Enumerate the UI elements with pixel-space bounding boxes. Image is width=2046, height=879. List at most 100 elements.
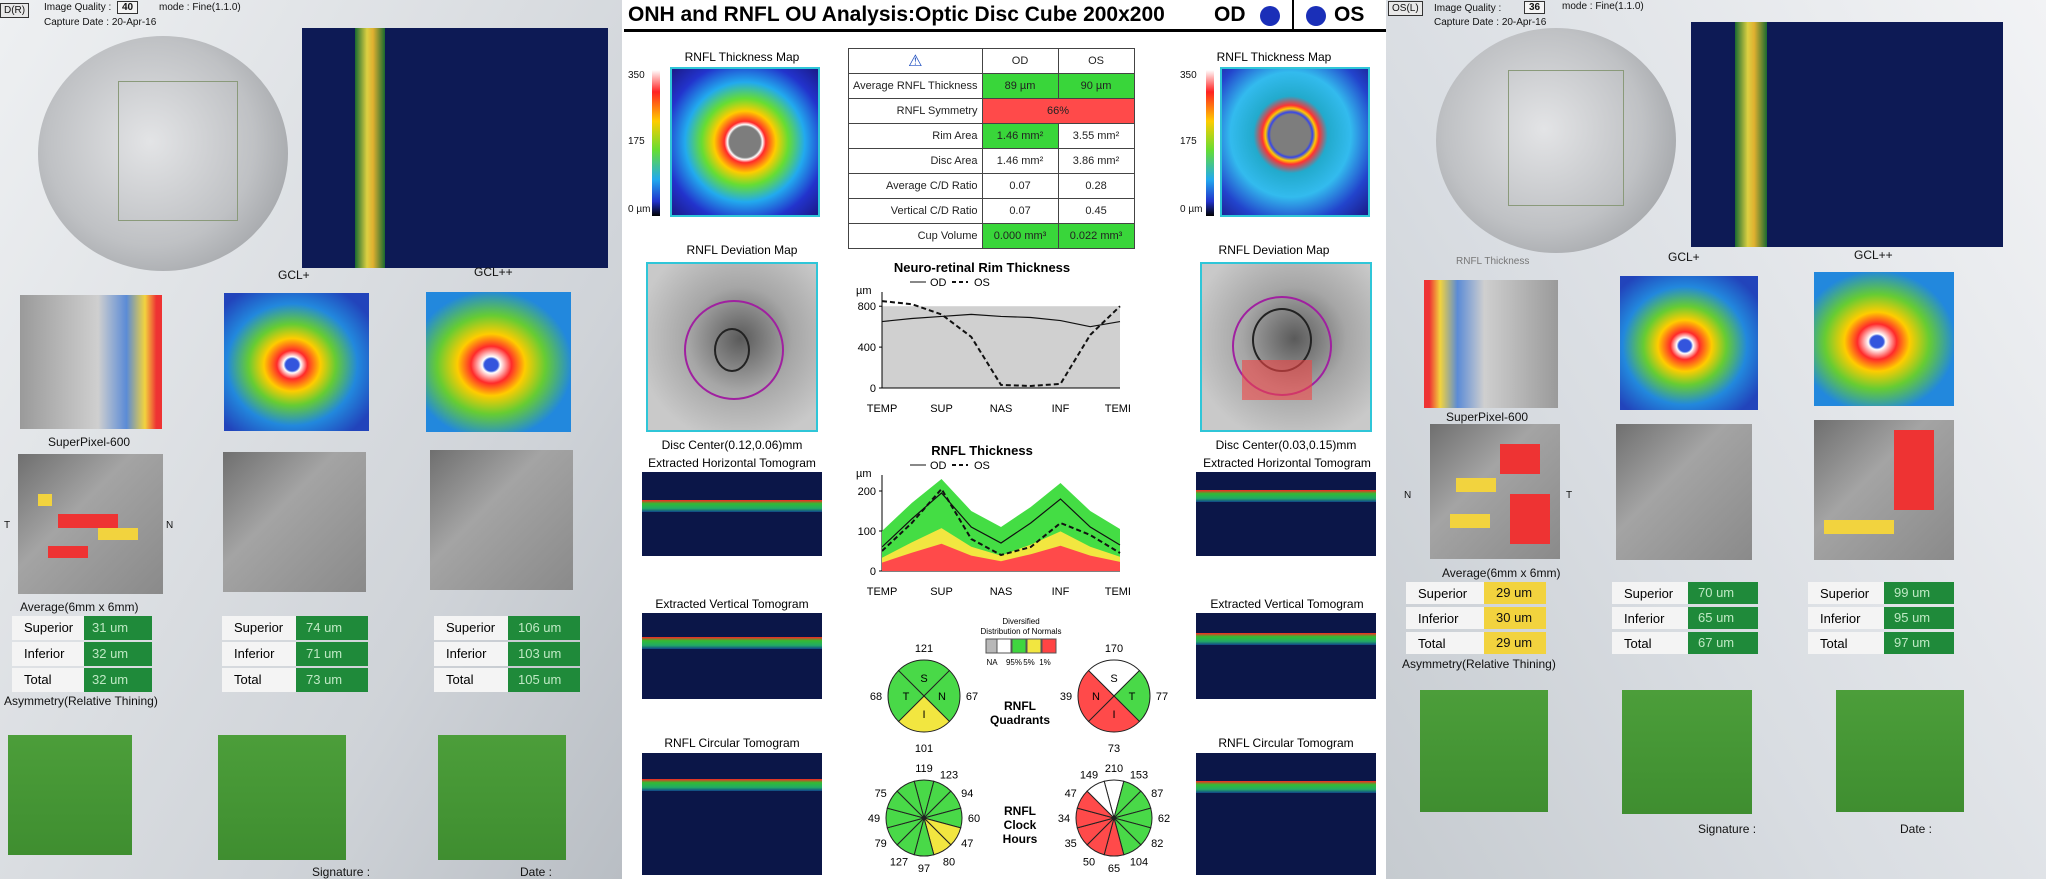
asymmetry-label: Asymmetry(Relative Thining) bbox=[4, 694, 158, 708]
quadrant-letter: I bbox=[922, 709, 925, 721]
os-rnfl-thickness-map bbox=[1220, 67, 1370, 217]
quadrant-value: 73 bbox=[1108, 743, 1120, 755]
row-value: 73 um bbox=[296, 668, 368, 692]
image-quality-label: Image Quality : bbox=[1434, 3, 1502, 14]
table-header-row: ⚠ OD OS bbox=[848, 48, 1135, 74]
row-value: 65 um bbox=[1688, 607, 1758, 629]
legend-label: 1% bbox=[1039, 658, 1051, 667]
legend-swatch bbox=[1041, 638, 1057, 654]
gcl-plus-label: GCL+ bbox=[278, 268, 310, 282]
image-quality-label: Image Quality : bbox=[44, 2, 112, 13]
legend-od-label: OD bbox=[930, 278, 947, 289]
os-deviation-map bbox=[1200, 262, 1372, 432]
quadrant-value: 68 bbox=[870, 691, 882, 703]
row-label: Inferior bbox=[1808, 607, 1884, 629]
table-row: Disc Area 1.46 mm² 3.86 mm² bbox=[848, 148, 1135, 174]
eye-tag: D(R) bbox=[0, 3, 30, 18]
row-value: 74 um bbox=[296, 616, 368, 640]
row-label: Vertical C/D Ratio bbox=[848, 198, 983, 224]
clock-hour-value: 210 bbox=[1105, 763, 1123, 775]
normal-range-band bbox=[882, 306, 1120, 388]
y-tick-label: 100 bbox=[858, 526, 876, 538]
table-row: Rim Area 1.46 mm² 3.55 mm² bbox=[848, 123, 1135, 149]
os-circular-tomogram bbox=[1196, 753, 1376, 875]
row-label: Cup Volume bbox=[848, 223, 983, 249]
x-tick-label: SUP bbox=[930, 586, 953, 598]
date-label: Date : bbox=[520, 865, 553, 879]
average-title: Average(6mm x 6mm) bbox=[20, 600, 139, 614]
x-tick-label: TEMP bbox=[867, 403, 898, 415]
quadrant-sector bbox=[1087, 695, 1141, 733]
abnormal-red-area bbox=[882, 543, 1120, 571]
quadrant-and-clock-charts: SNIT1216710168STIN170777339RNFLQuadrants… bbox=[868, 617, 1170, 875]
clock-hour-value: 47 bbox=[1065, 788, 1077, 800]
quadrant-value: 101 bbox=[915, 743, 933, 755]
clock-hour-value: 153 bbox=[1130, 770, 1148, 782]
quadrants-title-line1: RNFL bbox=[1004, 699, 1036, 713]
clock-hour-value: 79 bbox=[875, 838, 887, 850]
onh-rnfl-report: ONH and RNFL OU Analysis:Optic Disc Cube… bbox=[622, 0, 1386, 879]
rnfl-thickness-chart: µm 0 100 200 TEMP SUP NAS INF TEMP OD OS bbox=[856, 461, 1130, 598]
scale-350: 350 bbox=[1180, 70, 1197, 81]
od-eye-icon bbox=[1260, 6, 1280, 26]
y-axis-unit: µm bbox=[856, 285, 872, 297]
quadrant-letter: T bbox=[1129, 691, 1136, 703]
clock-hour-value: 80 bbox=[943, 856, 955, 868]
legend-subtitle: Distribution of Normals bbox=[981, 627, 1062, 636]
quadrant-sector bbox=[887, 669, 925, 723]
symmetry-value: 66% bbox=[981, 98, 1135, 124]
quadrant-value: 39 bbox=[1060, 691, 1072, 703]
legend-swatch bbox=[1011, 638, 1027, 654]
clock-title-line1: RNFL bbox=[1004, 804, 1036, 818]
clock-hour-value: 47 bbox=[961, 838, 973, 850]
row-value: 67 um bbox=[1688, 632, 1758, 654]
row-label: Superior bbox=[1612, 582, 1688, 604]
x-tick-label: TEMP bbox=[867, 586, 898, 598]
clock-hour-value: 97 bbox=[918, 863, 930, 875]
table-row: Average RNFL Thickness 89 µm 90 µm bbox=[848, 73, 1135, 99]
thickness-table-gcl: Superior 74 um Inferior 71 um Total 73 um bbox=[222, 616, 368, 692]
row-value: 71 um bbox=[296, 642, 368, 666]
clock-hour-value: 149 bbox=[1080, 770, 1098, 782]
quadrant-value: 77 bbox=[1156, 691, 1168, 703]
gcl-deviation-map bbox=[223, 452, 366, 592]
quadrants-title-line2: Quadrants bbox=[990, 713, 1050, 727]
os-circular-tomogram-title: RNFL Circular Tomogram bbox=[1218, 736, 1354, 750]
y-tick-label: 200 bbox=[858, 486, 876, 498]
od-disc-center: Disc Center(0.12,0.06)mm bbox=[661, 438, 803, 452]
x-tick-label: SUP bbox=[930, 403, 953, 415]
scale-350: 350 bbox=[628, 70, 645, 81]
row-label: Inferior bbox=[1406, 607, 1484, 629]
asymmetry-map-rnfl bbox=[8, 735, 132, 855]
thickness-colorbar bbox=[652, 70, 660, 216]
row-value: 99 um bbox=[1884, 582, 1954, 604]
row-label: Average C/D Ratio bbox=[848, 173, 983, 199]
od-label: OD bbox=[1214, 3, 1246, 26]
row-label: Superior bbox=[222, 616, 296, 640]
quadrant-letter: I bbox=[1112, 709, 1115, 721]
clock-hour-value: 62 bbox=[1158, 813, 1170, 825]
thickness-table-gcl-plus-plus: Superior 99 um Inferior 95 um Total 97 um bbox=[1808, 582, 1954, 654]
clock-hour-value: 127 bbox=[890, 856, 908, 868]
y-tick-label: 400 bbox=[858, 342, 876, 354]
os-horizontal-tomogram-title: Extracted Horizontal Tomogram bbox=[1203, 456, 1371, 470]
od-deviation-map-title: RNFL Deviation Map bbox=[686, 243, 798, 257]
superpixel-deviation-map bbox=[18, 454, 163, 594]
row-value: 29 um bbox=[1484, 632, 1546, 654]
quadrant-letter: S bbox=[920, 673, 927, 685]
row-label: Inferior bbox=[434, 642, 508, 666]
od-vertical-tomogram-title: Extracted Vertical Tomogram bbox=[655, 597, 809, 611]
clock-title-line3: Hours bbox=[1003, 832, 1038, 846]
clock-hour-value: 60 bbox=[968, 813, 980, 825]
y-tick-label: 0 bbox=[870, 383, 876, 395]
row-label: Total bbox=[12, 668, 84, 692]
row-value: 30 um bbox=[1484, 607, 1546, 629]
row-label: Total bbox=[434, 668, 508, 692]
asymmetry-map-gcl bbox=[218, 735, 346, 860]
clock-hour-value: 35 bbox=[1065, 838, 1077, 850]
quadrant-value: 121 bbox=[915, 643, 933, 655]
report-header: ONH and RNFL OU Analysis:Optic Disc Cube… bbox=[624, 0, 1386, 32]
gcl-plus-map bbox=[1620, 276, 1758, 410]
row-label: Superior bbox=[1406, 582, 1484, 604]
row-label: Total bbox=[1808, 632, 1884, 654]
